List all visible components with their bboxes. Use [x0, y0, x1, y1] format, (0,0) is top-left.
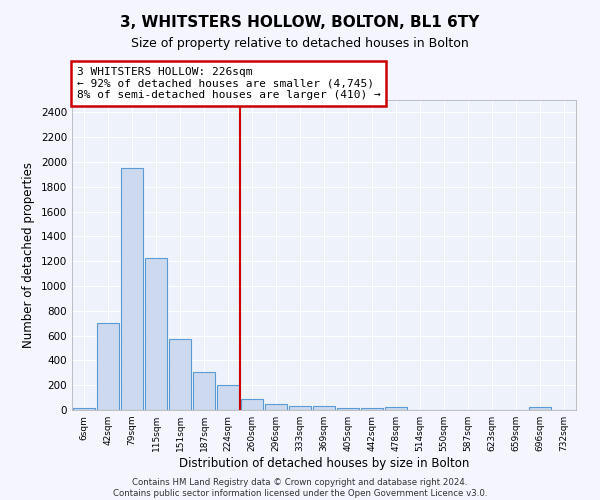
Bar — [217, 384, 239, 410]
Bar — [289, 406, 311, 410]
Bar — [385, 407, 407, 410]
Bar — [337, 408, 359, 410]
Bar — [73, 408, 95, 410]
Bar — [169, 338, 191, 410]
Bar — [145, 258, 167, 410]
Y-axis label: Number of detached properties: Number of detached properties — [22, 162, 35, 348]
Bar — [193, 372, 215, 410]
Bar — [361, 408, 383, 410]
Text: Contains HM Land Registry data © Crown copyright and database right 2024.
Contai: Contains HM Land Registry data © Crown c… — [113, 478, 487, 498]
Bar — [121, 168, 143, 410]
Bar — [313, 406, 335, 410]
Bar — [529, 407, 551, 410]
Text: 3 WHITSTERS HOLLOW: 226sqm
← 92% of detached houses are smaller (4,745)
8% of se: 3 WHITSTERS HOLLOW: 226sqm ← 92% of deta… — [77, 67, 381, 100]
X-axis label: Distribution of detached houses by size in Bolton: Distribution of detached houses by size … — [179, 457, 469, 470]
Bar — [265, 404, 287, 410]
Bar — [241, 400, 263, 410]
Bar — [97, 323, 119, 410]
Text: Size of property relative to detached houses in Bolton: Size of property relative to detached ho… — [131, 38, 469, 51]
Text: 3, WHITSTERS HOLLOW, BOLTON, BL1 6TY: 3, WHITSTERS HOLLOW, BOLTON, BL1 6TY — [121, 15, 479, 30]
